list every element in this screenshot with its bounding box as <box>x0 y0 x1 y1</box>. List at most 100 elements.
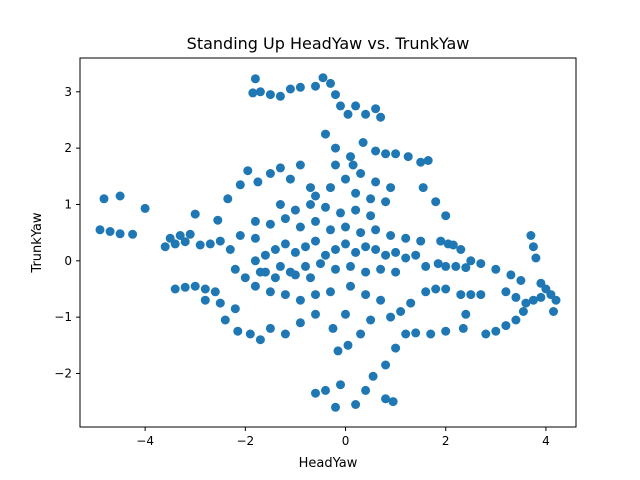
data-point-106 <box>536 292 546 302</box>
y-tick-label: 0 <box>64 254 72 268</box>
data-point-132 <box>343 340 353 350</box>
data-point-190 <box>371 225 381 235</box>
data-point-26 <box>195 240 205 250</box>
data-point-31 <box>180 282 190 292</box>
data-point-191 <box>386 231 396 240</box>
data-point-145 <box>295 295 305 305</box>
data-point-173 <box>376 264 386 274</box>
x-tick-label: −2 <box>236 434 254 448</box>
data-point-28 <box>235 231 245 240</box>
data-point-73 <box>418 183 428 193</box>
data-point-55 <box>331 90 340 100</box>
data-point-13 <box>190 209 200 219</box>
data-point-165 <box>351 247 361 257</box>
data-point-157 <box>270 245 280 254</box>
y-tick-label: 1 <box>64 197 72 211</box>
data-point-22 <box>295 160 305 170</box>
data-point-117 <box>426 329 436 339</box>
data-point-23 <box>306 183 315 193</box>
data-point-90 <box>456 290 466 300</box>
data-point-76 <box>436 236 446 246</box>
data-point-169 <box>391 247 401 257</box>
data-point-75 <box>441 211 451 221</box>
data-point-121 <box>381 360 391 370</box>
data-point-92 <box>476 290 486 300</box>
data-point-65 <box>346 152 355 162</box>
data-point-129 <box>381 394 391 404</box>
data-point-95 <box>516 276 526 285</box>
data-point-72 <box>423 156 433 165</box>
data-point-70 <box>403 152 413 162</box>
data-point-10 <box>165 233 175 243</box>
data-point-29 <box>250 216 260 226</box>
y-tick-label: −2 <box>54 366 72 380</box>
data-point-109 <box>491 326 501 336</box>
data-point-25 <box>215 236 225 246</box>
data-point-19 <box>265 169 275 178</box>
y-tick-label: 2 <box>64 141 72 155</box>
data-point-152 <box>275 261 285 271</box>
data-point-211 <box>348 160 358 170</box>
data-point-17 <box>243 166 253 176</box>
data-point-20 <box>275 163 285 173</box>
data-point-202 <box>366 194 376 204</box>
data-point-146 <box>280 290 290 300</box>
data-point-124 <box>351 400 361 409</box>
data-point-48 <box>265 90 275 100</box>
data-point-137 <box>386 312 396 322</box>
data-point-196 <box>366 211 376 221</box>
data-point-118 <box>411 328 421 338</box>
data-point-21 <box>285 174 295 184</box>
data-point-114 <box>461 309 471 319</box>
y-axis-label: TrunkYaw <box>30 212 45 273</box>
data-point-131 <box>333 346 343 356</box>
data-point-78 <box>448 240 458 250</box>
data-point-156 <box>260 250 270 260</box>
data-point-142 <box>346 281 355 291</box>
data-point-126 <box>331 402 340 412</box>
data-point-176 <box>331 264 340 274</box>
y-tick-label: 3 <box>64 85 72 99</box>
data-point-15 <box>223 194 233 204</box>
data-point-134 <box>328 323 338 333</box>
data-point-108 <box>481 329 491 339</box>
data-point-87 <box>421 287 431 297</box>
data-point-204 <box>326 183 335 193</box>
data-point-125 <box>336 380 345 390</box>
scatter-points <box>95 73 561 412</box>
data-point-168 <box>381 250 391 260</box>
data-point-59 <box>361 109 371 119</box>
data-point-210 <box>331 160 340 170</box>
y-tick-label: −1 <box>54 310 72 324</box>
data-point-164 <box>341 239 350 249</box>
data-point-34 <box>210 287 220 297</box>
data-point-80 <box>466 256 476 266</box>
data-point-97 <box>511 292 521 302</box>
data-point-30 <box>170 284 180 294</box>
data-point-185 <box>311 216 320 226</box>
chart-title: Standing Up HeadYaw vs. TrunkYaw <box>187 34 470 53</box>
data-point-98 <box>526 231 536 240</box>
data-point-60 <box>371 104 381 114</box>
data-point-45 <box>311 309 320 319</box>
data-point-33 <box>200 284 210 294</box>
data-point-194 <box>336 208 345 218</box>
data-point-144 <box>311 290 320 300</box>
data-point-209 <box>386 183 396 193</box>
data-point-187 <box>280 214 290 224</box>
data-point-205 <box>311 191 320 201</box>
data-point-110 <box>501 321 511 331</box>
data-point-64 <box>331 143 340 153</box>
data-point-159 <box>290 247 300 257</box>
data-point-174 <box>361 267 371 277</box>
data-point-160 <box>301 242 310 252</box>
data-point-122 <box>368 371 378 381</box>
data-point-200 <box>275 200 285 209</box>
data-point-162 <box>321 250 330 260</box>
data-point-148 <box>250 281 260 291</box>
data-point-24 <box>205 239 215 249</box>
data-point-4 <box>105 227 115 236</box>
data-point-178 <box>301 261 310 271</box>
data-point-179 <box>285 267 295 277</box>
data-point-182 <box>356 228 366 238</box>
